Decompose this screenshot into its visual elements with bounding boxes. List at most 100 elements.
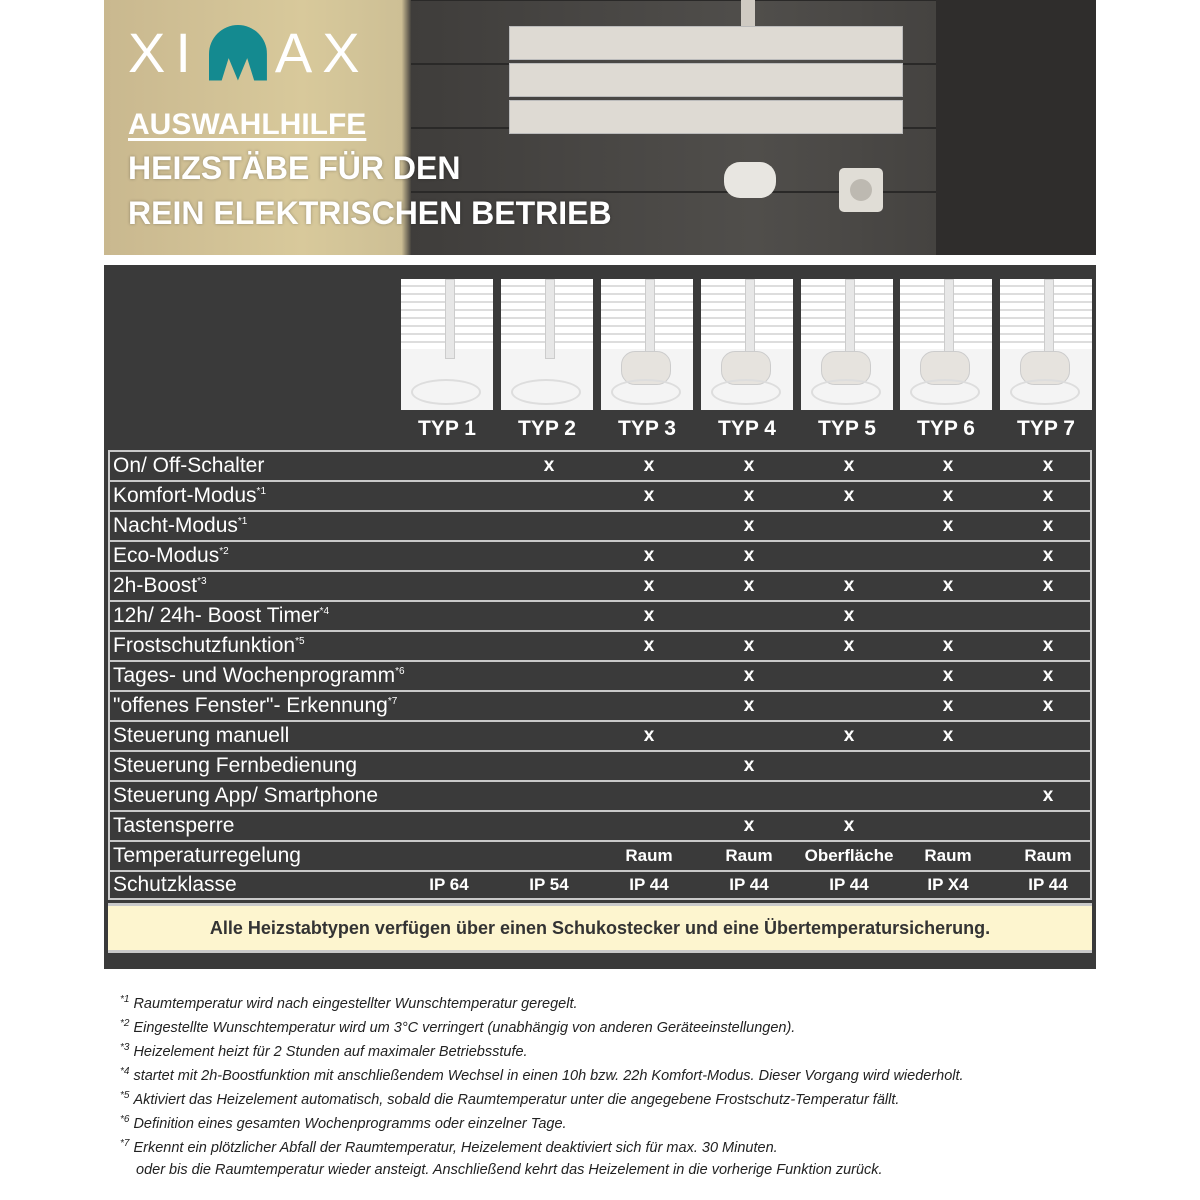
feature-cell: x	[643, 635, 655, 656]
feature-cell: IP 44	[829, 875, 869, 894]
footnote-mark: *1	[120, 994, 130, 1005]
feature-label-text: 2h-Boost	[113, 574, 198, 597]
feature-label-text: Temperaturregelung	[113, 844, 301, 867]
thermostat-image	[724, 162, 776, 198]
feature-label-text: Steuerung Fernbedienung	[113, 754, 358, 777]
feature-label: On/ Off-Schalter	[113, 454, 264, 478]
product-image-typ-2	[501, 279, 593, 410]
table-row: Tages- und Wochenprogramm*6 x x x	[108, 660, 1092, 690]
footnote-text: Raumtemperatur wird nach eingestellter W…	[133, 995, 578, 1012]
footnote-continuation: oder bis die Raumtemperatur wieder anste…	[136, 1162, 883, 1178]
feature-label-text: Schutzklasse	[113, 873, 237, 896]
feature-label-text: On/ Off-Schalter	[113, 454, 265, 477]
feature-cell: x	[743, 635, 755, 656]
footnote-mark: *6	[120, 1114, 130, 1125]
feature-cell: Raum	[625, 846, 673, 865]
footnote-text: Aktiviert das Heizelement automatisch, s…	[133, 1091, 900, 1108]
footnote-ref: *7	[387, 696, 398, 707]
footnote-text: Definition eines gesamten Wochenprogramm…	[133, 1115, 567, 1132]
feature-label: Eco-Modus*2	[113, 544, 229, 568]
table-row: "offenes Fenster"- Erkennung*7 x x x	[108, 690, 1092, 720]
feature-label-text: Eco-Modus	[113, 544, 220, 567]
feature-label: Schutzklasse	[113, 873, 237, 897]
feature-label: 2h-Boost*3	[113, 574, 207, 598]
banner-pipe	[741, 0, 755, 30]
table-row: Steuerung manuell x x x	[108, 720, 1092, 750]
table-row: Steuerung App/ Smartphone x	[108, 780, 1092, 810]
feature-label-text: "offenes Fenster"- Erkennung	[113, 694, 388, 717]
feature-cell: Raum	[924, 846, 972, 865]
feature-label: 12h/ 24h- Boost Timer*4	[113, 604, 329, 628]
feature-label-text: Steuerung manuell	[113, 724, 290, 747]
feature-cell: x	[643, 545, 655, 566]
table-row: Tastensperre x x	[108, 810, 1092, 840]
feature-cell: Raum	[1024, 846, 1072, 865]
table-row: Eco-Modus*2 x x x	[108, 540, 1092, 570]
feature-cell: x	[942, 665, 954, 686]
footnote-ref: *5	[295, 636, 305, 647]
product-image-typ-1	[401, 279, 493, 410]
footnote: *6 Definition eines gesamten Wochenprogra…	[120, 1114, 1080, 1138]
feature-cell: x	[743, 665, 755, 686]
feature-cell: x	[843, 725, 855, 746]
feature-label-text: Tages- und Wochenprogramm	[113, 664, 396, 687]
footnote-ref: *2	[219, 546, 229, 557]
feature-cell: x	[843, 455, 855, 476]
footnote-ref: *4	[319, 606, 330, 617]
type-header: TYP 3	[618, 417, 676, 440]
feature-cell: IP 44	[629, 875, 669, 894]
feature-cell: x	[843, 485, 855, 506]
feature-label-text: Nacht-Modus	[113, 514, 238, 537]
feature-label: Steuerung Fernbedienung	[113, 754, 357, 778]
feature-cell: x	[1042, 515, 1054, 536]
table-row: Temperaturregelung Raum Raum Oberfläche Raum…	[108, 840, 1092, 870]
product-image-typ-6	[900, 279, 992, 410]
footnote-ref: *6	[395, 666, 405, 677]
feature-cell: Raum	[725, 846, 773, 865]
feature-label: Tastensperre	[113, 814, 234, 838]
feature-cell: x	[1042, 485, 1054, 506]
feature-cell: x	[643, 575, 655, 596]
feature-label-text: 12h/ 24h- Boost Timer	[113, 604, 320, 627]
comparison-table: TYP 1 TYP 2 TYP 3 TYP 4 TYP 5 TYP 6 TYP 7 On/ …	[104, 265, 1096, 969]
feature-cell: x	[643, 725, 655, 746]
feature-cell: x	[843, 605, 855, 626]
footnote-ref: *3	[197, 576, 207, 587]
feature-cell: x	[743, 575, 755, 596]
type-header: TYP 6	[917, 417, 975, 440]
footnote-mark: *3	[120, 1042, 130, 1053]
feature-cell: x	[643, 485, 655, 506]
feature-cell: IP 44	[729, 875, 769, 894]
feature-cell: IP 54	[529, 875, 569, 894]
radiator-bar	[509, 26, 903, 60]
feature-cell: IP X4	[927, 875, 969, 894]
feature-label: "offenes Fenster"- Erkennung*7	[113, 694, 397, 718]
banner-cabinet	[936, 0, 1096, 255]
feature-cell: x	[743, 485, 755, 506]
footnote-ref: *1	[256, 486, 266, 497]
table-row: Steuerung Fernbedienung x	[108, 750, 1092, 780]
feature-cell: x	[743, 695, 755, 716]
table-row: On/ Off-Schalter x x x x x x	[108, 450, 1092, 480]
feature-cell: x	[743, 515, 755, 536]
feature-cell: x	[843, 815, 855, 836]
footnote-mark: *7	[120, 1138, 130, 1149]
footnote: *4 startet mit 2h-Boostfunktion mit ansch…	[120, 1066, 1080, 1090]
feature-rows: On/ Off-Schalter x x x x x x Komfort-Modus*1 x x x…	[108, 450, 1092, 900]
table-row: Frostschutzfunktion*5 x x x x x	[108, 630, 1092, 660]
footnote-ref: *1	[237, 516, 248, 527]
feature-cell: x	[942, 575, 954, 596]
feature-label: Steuerung App/ Smartphone	[113, 784, 378, 808]
header-banner: XI AX AUSWAHLHILFE HEIZSTÄBE FÜR DEN REIN…	[104, 0, 1096, 255]
footnote: *5 Aktiviert das Heizelement automatisch,…	[120, 1090, 1080, 1114]
footnote-text: Heizelement heizt für 2 Stunden auf maxi…	[133, 1043, 528, 1060]
type-header: TYP 5	[818, 417, 876, 440]
feature-cell: x	[1042, 665, 1054, 686]
feature-cell: IP 44	[1028, 875, 1068, 894]
table-row: 2h-Boost*3 x x x x x	[108, 570, 1092, 600]
type-header: TYP 1	[418, 417, 476, 440]
table-row: Komfort-Modus*1 x x x x x	[108, 480, 1092, 510]
footnote-text: Eingestellte Wunschtemperatur wird um 3°…	[133, 1019, 796, 1036]
product-image-typ-3	[601, 279, 693, 410]
feature-label: Frostschutzfunktion*5	[113, 634, 305, 658]
